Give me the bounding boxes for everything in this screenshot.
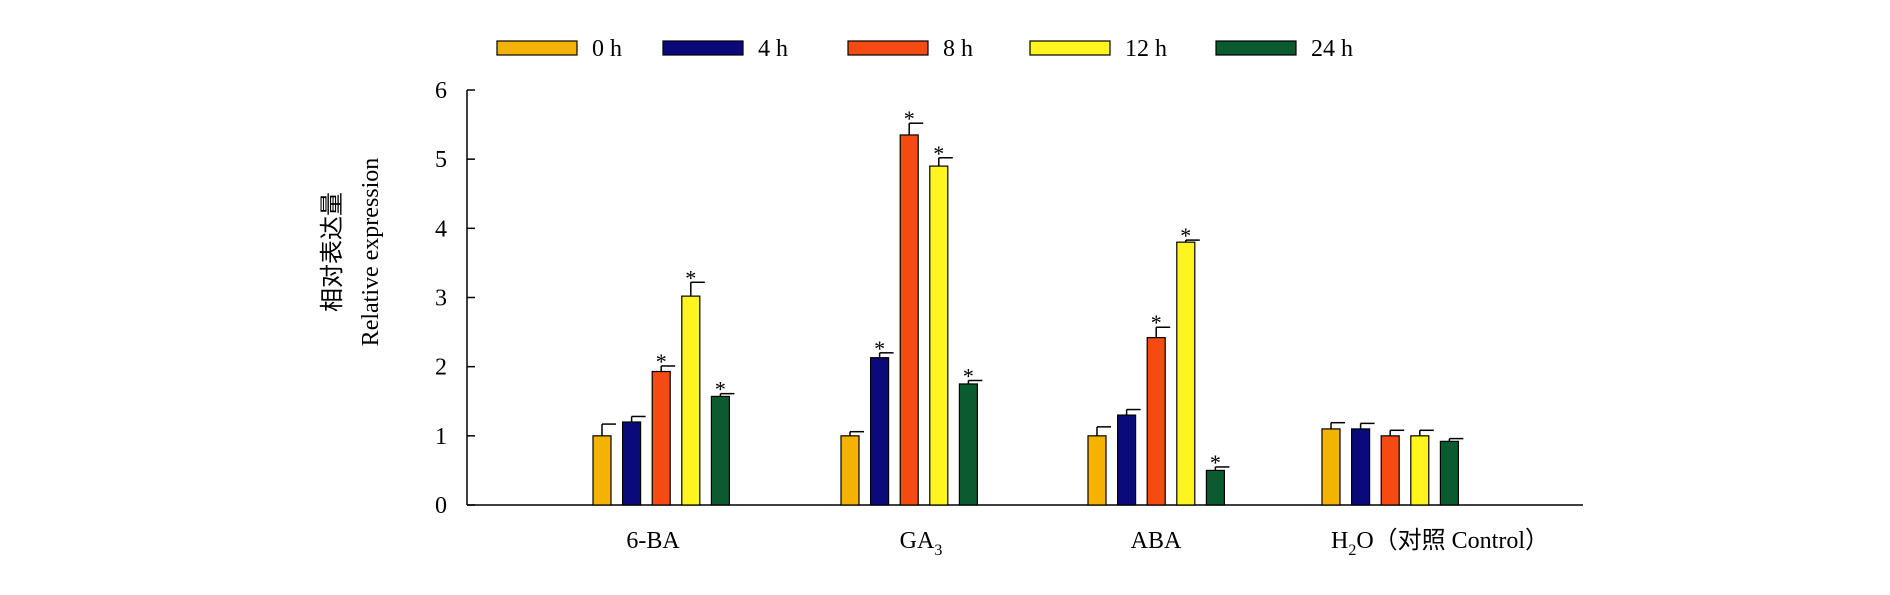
y-axis-title-en: Relative expression bbox=[358, 158, 384, 347]
legend-swatch bbox=[662, 40, 744, 56]
legend-label: 24 h bbox=[1311, 36, 1353, 62]
bar bbox=[1087, 435, 1107, 506]
legend-label: 8 h bbox=[943, 36, 973, 62]
legend-label: 4 h bbox=[758, 36, 788, 62]
legend-label: 0 h bbox=[592, 36, 622, 62]
category-label-subscript: 2 bbox=[1348, 542, 1356, 559]
legend-label: 12 h bbox=[1125, 36, 1167, 62]
category-label: 6-BA bbox=[626, 528, 680, 554]
bar bbox=[592, 435, 612, 506]
bar bbox=[869, 357, 890, 506]
legend-swatch bbox=[847, 40, 929, 56]
significance-marker: * bbox=[1180, 223, 1191, 248]
bar bbox=[681, 295, 701, 506]
category-label-main: 6-BA bbox=[626, 528, 680, 554]
category-labels: 6-BA GA3 ABA H2O（对照 Control） bbox=[626, 527, 1549, 559]
category-label: GA3 bbox=[900, 528, 943, 559]
significance-marker: * bbox=[685, 265, 696, 290]
y-tick-label: 2 bbox=[435, 355, 447, 381]
bar bbox=[1116, 414, 1137, 506]
bars: * * * * * * * * * * bbox=[592, 106, 1464, 506]
y-tick-label: 0 bbox=[435, 493, 447, 519]
significance-marker: * bbox=[963, 364, 974, 389]
legend: 0 h 4 h 8 h 12 h 24 h bbox=[496, 36, 1353, 62]
category-label-main: GA bbox=[900, 528, 935, 554]
y-axis-title: 相对表达量 Relative expression bbox=[319, 158, 384, 347]
y-tick-label: 1 bbox=[435, 424, 447, 450]
significance-marker: * bbox=[1151, 310, 1162, 335]
significance-marker: * bbox=[1210, 450, 1221, 475]
bar bbox=[1439, 440, 1460, 506]
y-axis-title-zh: 相对表达量 bbox=[319, 192, 346, 312]
legend-swatch bbox=[1215, 40, 1297, 56]
y-tick-label: 3 bbox=[435, 286, 447, 312]
bar bbox=[840, 435, 860, 506]
bar bbox=[710, 395, 731, 506]
category-label: H2O（对照 Control） bbox=[1331, 527, 1549, 559]
significance-marker: * bbox=[933, 141, 944, 166]
legend-swatch bbox=[496, 40, 578, 56]
bar bbox=[651, 370, 671, 506]
bar bbox=[899, 134, 919, 506]
bar bbox=[621, 421, 642, 506]
category-label-main: ABA bbox=[1131, 528, 1182, 554]
significance-marker: * bbox=[904, 106, 915, 131]
bar bbox=[958, 383, 979, 506]
significance-marker: * bbox=[715, 377, 726, 402]
bar bbox=[1410, 435, 1430, 506]
y-tick-label: 6 bbox=[435, 78, 447, 104]
bar bbox=[1205, 469, 1226, 506]
significance-marker: * bbox=[656, 349, 667, 374]
bar bbox=[1350, 428, 1371, 506]
category-label-subscript: 3 bbox=[934, 542, 942, 559]
category-label: ABA bbox=[1131, 528, 1182, 554]
category-label-tail: O（对照 Control） bbox=[1356, 527, 1549, 554]
category-label-main: H bbox=[1331, 528, 1348, 554]
bar bbox=[1380, 435, 1400, 506]
y-tick-label: 5 bbox=[435, 147, 447, 173]
bar bbox=[1321, 428, 1341, 506]
bar bbox=[929, 165, 949, 506]
legend-swatch bbox=[1029, 40, 1111, 56]
y-tick-label: 4 bbox=[435, 216, 447, 242]
significance-marker: * bbox=[874, 336, 885, 361]
bar bbox=[1176, 241, 1196, 506]
bar bbox=[1146, 337, 1166, 506]
